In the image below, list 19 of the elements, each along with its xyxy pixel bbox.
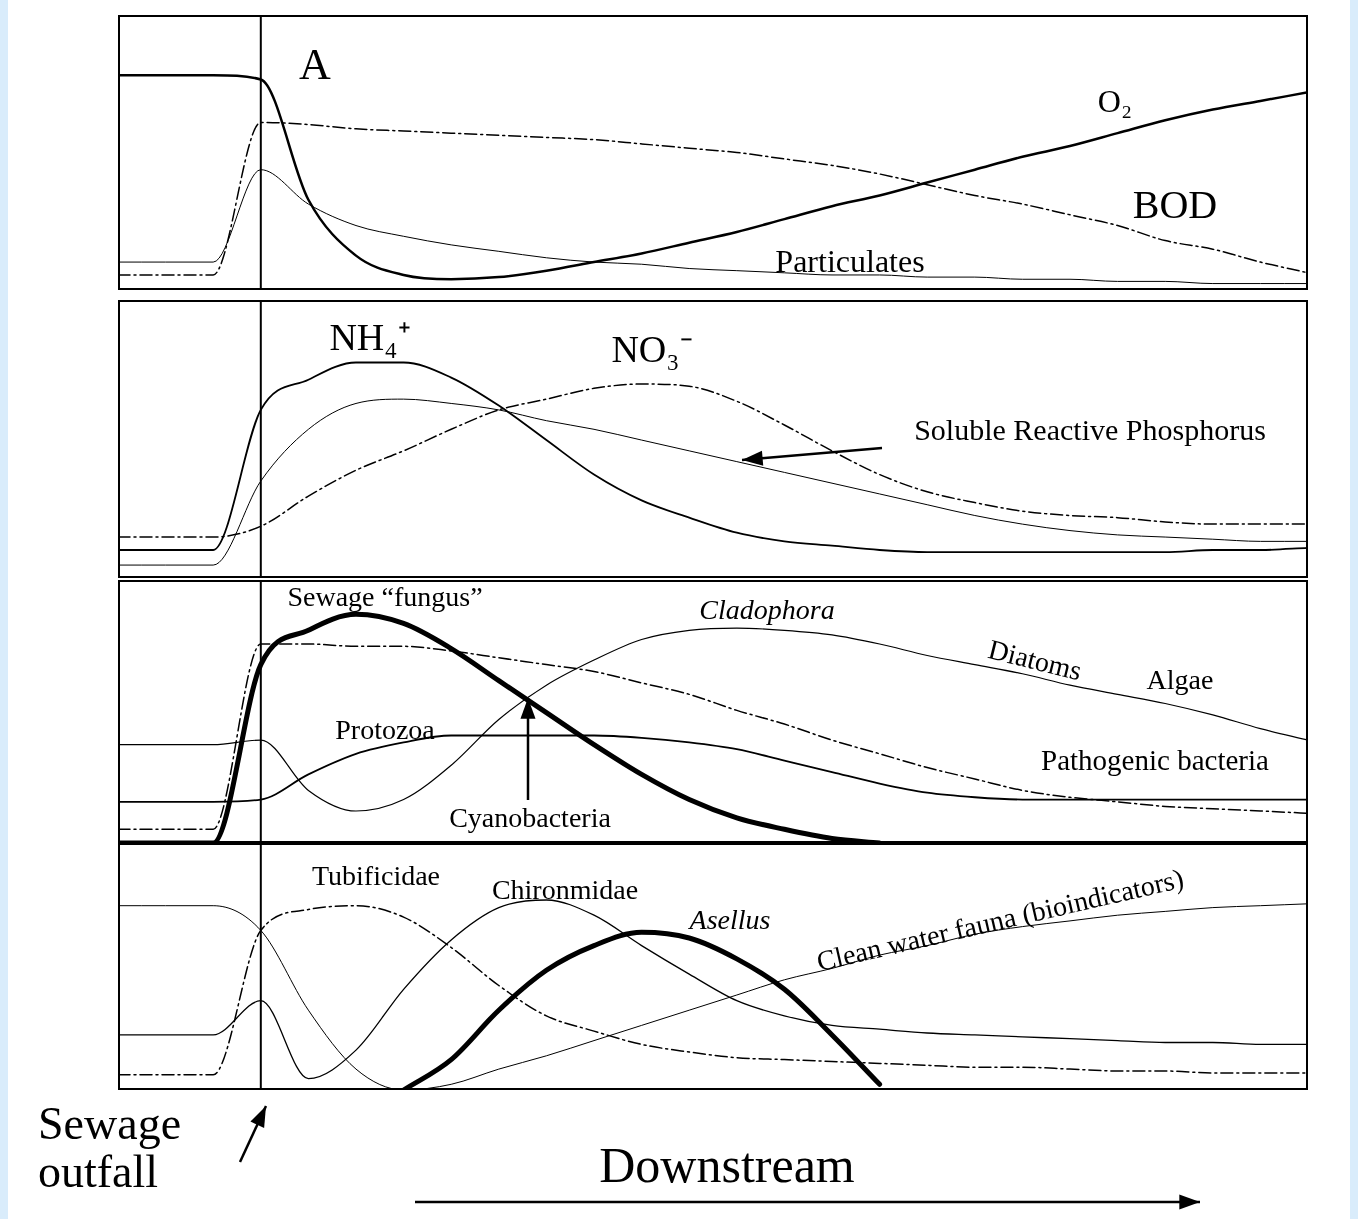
series-label: Chironmidae bbox=[491, 874, 639, 906]
text: Sewage outfall bbox=[38, 1098, 183, 1198]
series-label: Protozoa bbox=[335, 714, 435, 746]
annotation: Soluble Reactive Phosphorus bbox=[914, 413, 1266, 447]
series-label: BOD bbox=[1132, 182, 1218, 227]
series-label: Pathogenic bacteria bbox=[1041, 743, 1269, 776]
series-label: Particulates bbox=[775, 243, 925, 280]
chart-title: A bbox=[299, 39, 331, 89]
series-label: O₂ bbox=[1097, 83, 1133, 120]
series-label: NO₃⁻ bbox=[611, 328, 693, 371]
series-label: Tubificidae bbox=[311, 860, 441, 892]
annotation: Diatoms bbox=[985, 633, 1085, 687]
annotation: Algae bbox=[1146, 664, 1214, 696]
series-label: NH₄⁺ bbox=[329, 316, 411, 359]
series-label: Cladophora bbox=[699, 594, 835, 626]
series-label: Sewage “fungus” bbox=[287, 581, 483, 613]
x-axis-title: Downstream bbox=[599, 1136, 855, 1193]
annotation: Cyanobacteria bbox=[449, 802, 611, 834]
series-label: Asellus bbox=[689, 904, 771, 936]
